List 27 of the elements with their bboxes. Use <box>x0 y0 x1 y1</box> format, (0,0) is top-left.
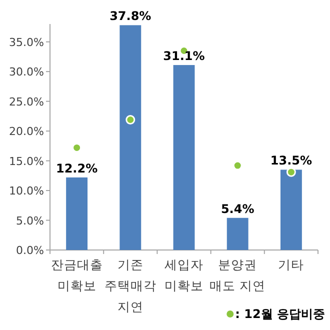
y-tick-label: 10.0% <box>9 184 44 198</box>
x-tick-label: 분양권 매도 지연 <box>210 257 266 293</box>
y-tick-label: 35.0% <box>9 36 44 49</box>
y-tick-label: 15.0% <box>9 154 44 168</box>
legend: : 12월 응답비중 <box>226 307 325 321</box>
data-label: 12.2% <box>56 161 98 176</box>
y-tick-label: 0.0% <box>16 244 44 257</box>
point <box>126 115 136 125</box>
y-tick-label: 30.0% <box>9 66 44 79</box>
data-label: 5.4% <box>220 202 254 216</box>
y-tick-label: 25.0% <box>9 95 44 108</box>
x-tick-label: 기존 주택매각 지연 <box>104 257 156 314</box>
bar <box>173 65 195 250</box>
data-label: 31.1% <box>163 49 205 64</box>
point <box>286 167 296 177</box>
bar <box>66 177 88 250</box>
bar <box>120 25 142 250</box>
data-label: 37.8% <box>110 9 152 24</box>
point <box>232 160 242 170</box>
bar <box>226 218 248 250</box>
x-tick-label: 잔금대출 미확보 <box>50 257 103 293</box>
data-label: 13.5% <box>270 154 312 168</box>
x-tick-label: 세입자 미확보 <box>164 257 204 293</box>
y-tick-label: 5.0% <box>16 214 44 228</box>
bar <box>280 170 302 250</box>
x-tick-label: 기타 <box>278 257 304 272</box>
y-tick-label: 20.0% <box>9 125 44 138</box>
